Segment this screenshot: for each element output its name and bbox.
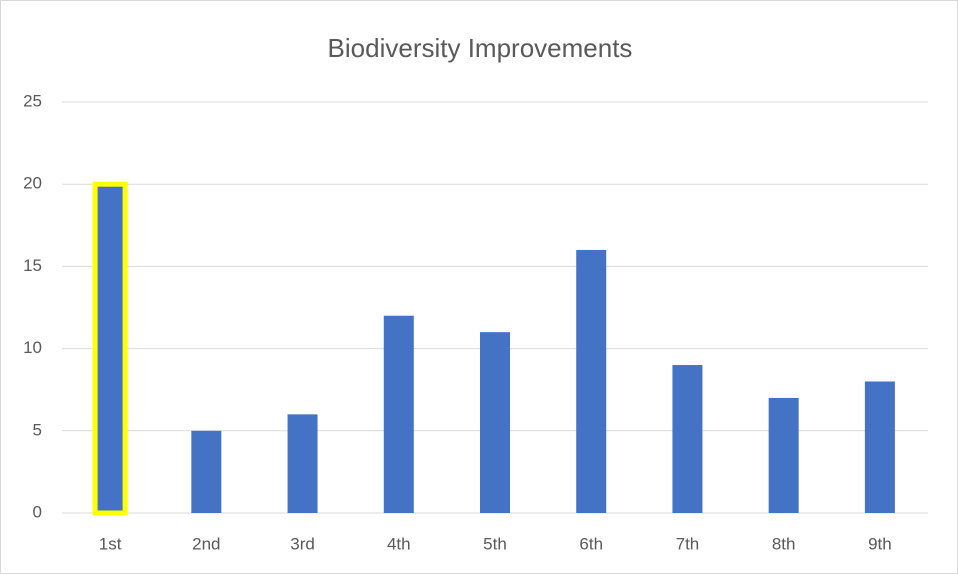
y-tick-label: 0 xyxy=(33,502,42,521)
x-tick-label: 1st xyxy=(99,534,122,553)
bar xyxy=(576,249,607,513)
bar xyxy=(672,365,703,513)
bar xyxy=(92,181,128,516)
x-tick-label: 5th xyxy=(483,534,507,553)
y-tick-label: 20 xyxy=(23,174,42,193)
y-tick-label: 5 xyxy=(33,420,42,439)
chart-title: Biodiversity Improvements xyxy=(328,33,633,63)
y-tick-label: 10 xyxy=(23,338,42,357)
x-tick-label: 7th xyxy=(676,534,700,553)
x-tick-label: 6th xyxy=(579,534,603,553)
bar xyxy=(480,332,510,513)
bar xyxy=(768,397,799,513)
y-tick-label: 15 xyxy=(23,256,42,275)
x-tick-label: 3rd xyxy=(290,534,315,553)
bar xyxy=(383,315,414,513)
x-tick-label: 4th xyxy=(387,534,411,553)
y-tick-label: 25 xyxy=(23,91,42,110)
bar xyxy=(191,430,222,513)
bar xyxy=(864,381,895,513)
bar xyxy=(287,414,318,513)
x-tick-label: 2nd xyxy=(192,534,220,553)
x-tick-label: 8th xyxy=(772,534,796,553)
x-tick-label: 9th xyxy=(868,534,892,553)
